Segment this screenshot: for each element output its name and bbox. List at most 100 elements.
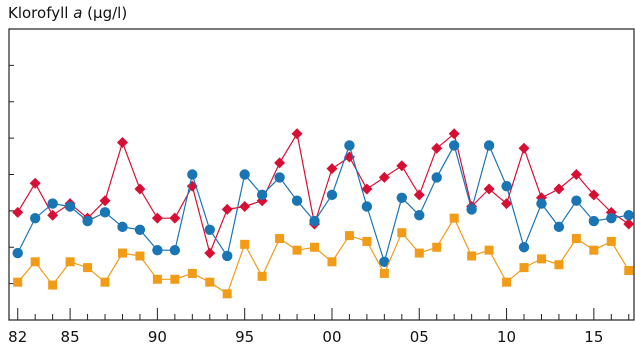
data-point <box>501 180 512 192</box>
x-tick-label: 05 <box>410 328 429 346</box>
data-point <box>396 192 408 203</box>
data-point <box>448 140 460 151</box>
chart-title-italic: a <box>73 4 83 22</box>
data-point <box>291 128 303 140</box>
data-point <box>501 198 513 210</box>
data-point <box>13 277 23 287</box>
data-point <box>588 215 600 227</box>
series-line <box>17 132 630 256</box>
data-point <box>554 260 564 270</box>
data-point <box>29 212 41 224</box>
data-point <box>518 242 530 253</box>
data-point <box>624 266 634 276</box>
series-layer <box>12 128 635 299</box>
data-point <box>327 257 337 267</box>
x-tick-label: 82 <box>8 328 27 346</box>
data-point <box>606 212 617 224</box>
x-tick-label: 85 <box>61 328 80 346</box>
data-point <box>344 140 355 151</box>
x-tick-label: 90 <box>148 328 167 346</box>
chart-title: Klorofyll a (µg/l) <box>8 4 127 22</box>
series-diamond <box>12 128 635 259</box>
data-point <box>134 224 146 235</box>
data-point <box>553 221 565 233</box>
data-point <box>344 231 354 241</box>
data-point <box>47 198 58 209</box>
data-point <box>396 160 408 172</box>
data-point <box>205 277 215 287</box>
data-point <box>432 242 442 252</box>
data-point <box>589 245 599 255</box>
data-point <box>291 195 303 206</box>
data-point <box>483 183 495 195</box>
data-point <box>467 251 477 261</box>
data-point <box>48 280 58 290</box>
data-point <box>274 172 285 183</box>
data-point <box>257 271 267 281</box>
data-point <box>379 256 390 267</box>
data-point <box>65 257 75 267</box>
data-point <box>47 209 59 221</box>
data-point <box>222 250 233 262</box>
data-point <box>483 140 495 151</box>
data-point <box>553 183 565 195</box>
data-point <box>536 254 546 264</box>
data-point <box>239 169 250 180</box>
data-point <box>240 239 250 249</box>
data-point <box>571 195 582 206</box>
chart-title-prefix: Klorofyll <box>8 4 74 22</box>
data-point <box>361 201 373 212</box>
data-point <box>361 183 373 195</box>
data-point <box>29 177 41 189</box>
data-point <box>623 210 634 221</box>
data-point <box>362 236 372 246</box>
data-point <box>326 189 338 201</box>
data-point <box>30 257 40 267</box>
data-point <box>414 248 424 258</box>
data-point <box>570 169 582 180</box>
data-point <box>134 183 146 195</box>
data-point <box>292 245 302 255</box>
data-point <box>187 268 197 278</box>
data-point <box>152 244 163 256</box>
y-axis-ticks <box>9 64 14 285</box>
x-tick-label: 15 <box>584 328 603 346</box>
data-point <box>466 204 477 215</box>
data-point <box>310 242 320 252</box>
data-point <box>99 195 111 207</box>
series-circle <box>12 140 634 267</box>
data-point <box>99 207 111 218</box>
x-tick-label: 10 <box>497 328 516 346</box>
data-point <box>448 128 460 140</box>
data-point <box>606 236 616 246</box>
data-point <box>256 189 268 201</box>
data-point <box>378 171 390 183</box>
data-point <box>204 224 215 235</box>
data-point <box>221 203 233 215</box>
data-point <box>82 215 93 227</box>
data-point <box>100 277 110 287</box>
data-point <box>83 263 93 273</box>
data-point <box>571 234 581 244</box>
data-point <box>12 247 23 259</box>
data-point <box>449 213 459 223</box>
data-point <box>502 277 512 287</box>
data-point <box>519 263 529 273</box>
data-point <box>117 221 128 233</box>
data-point <box>623 218 635 230</box>
data-point <box>518 142 530 154</box>
data-point <box>187 169 198 180</box>
plot-frame <box>8 28 635 321</box>
x-axis-ticks: 82 85 90 95 00 05 10 15 <box>8 308 630 346</box>
data-point <box>431 172 442 183</box>
data-point <box>397 228 407 238</box>
data-point <box>379 268 389 278</box>
data-point <box>413 189 425 201</box>
data-point <box>274 157 286 169</box>
data-point <box>588 189 600 201</box>
data-point <box>309 215 320 227</box>
data-point <box>414 210 425 221</box>
chart-title-suffix: (µg/l) <box>82 4 128 22</box>
data-point <box>275 234 285 244</box>
data-point <box>135 251 145 261</box>
